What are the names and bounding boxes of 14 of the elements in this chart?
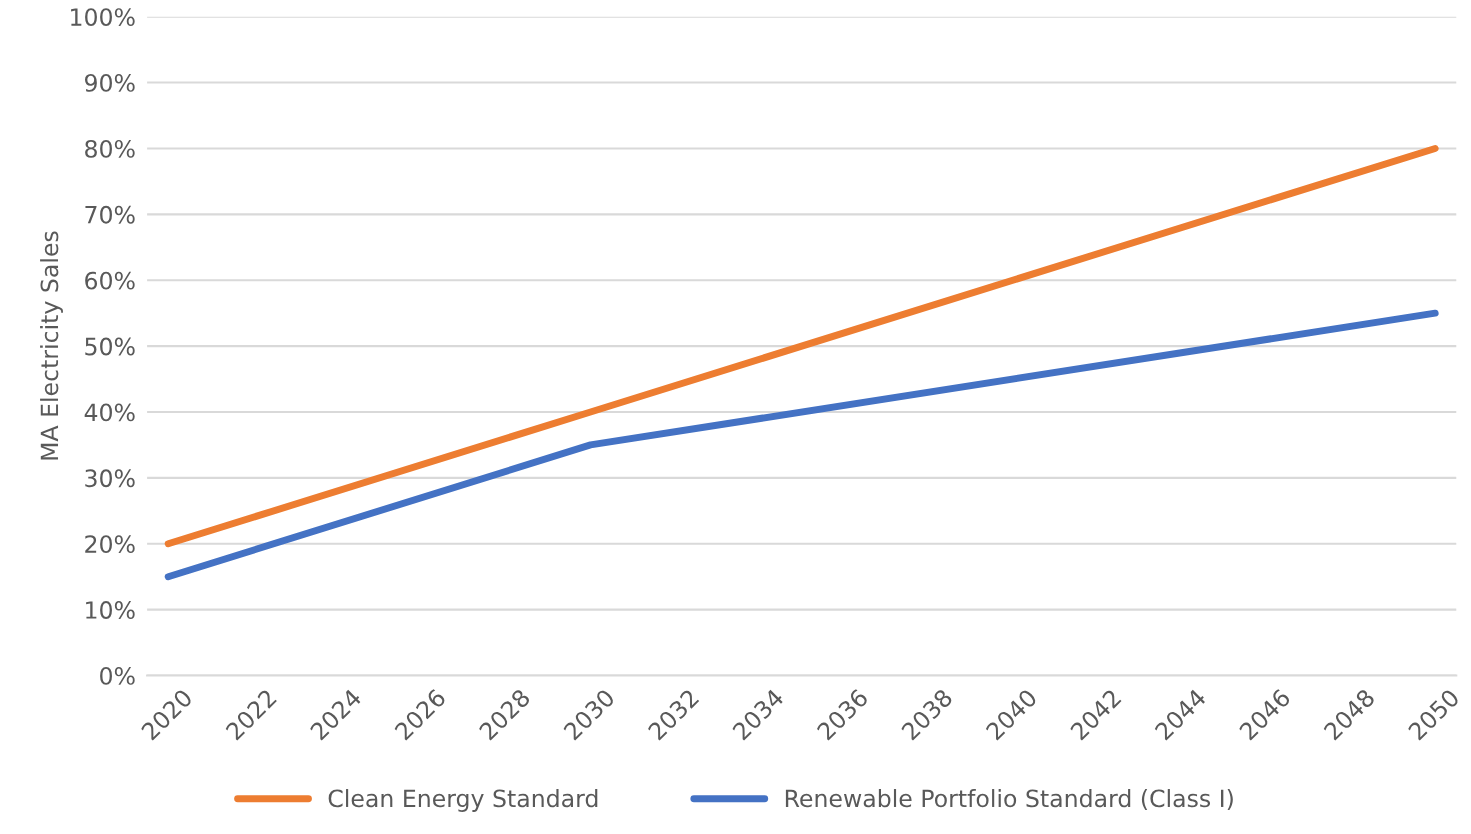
y-axis-title: MA Electricity Sales [40,231,63,460]
y-tick-label: 50% [85,337,135,356]
y-tick-label: 40% [84,403,135,422]
y-tick-label: 10% [86,601,135,619]
y-tick-label: 100% [71,8,135,26]
legend-label: Renewable Portfolio Standard (Class I) [785,789,1233,811]
y-tick-label: 90% [85,74,135,92]
y-tick-label: 0% [100,666,135,685]
legend-label: Clean Energy Standard [328,789,598,812]
y-tick-label: 70% [85,205,135,224]
y-tick-label: 30% [85,469,135,488]
y-tick-label: 60% [85,271,135,290]
y-tick-label: 80% [85,139,135,158]
y-tick-label: 20% [85,535,135,554]
